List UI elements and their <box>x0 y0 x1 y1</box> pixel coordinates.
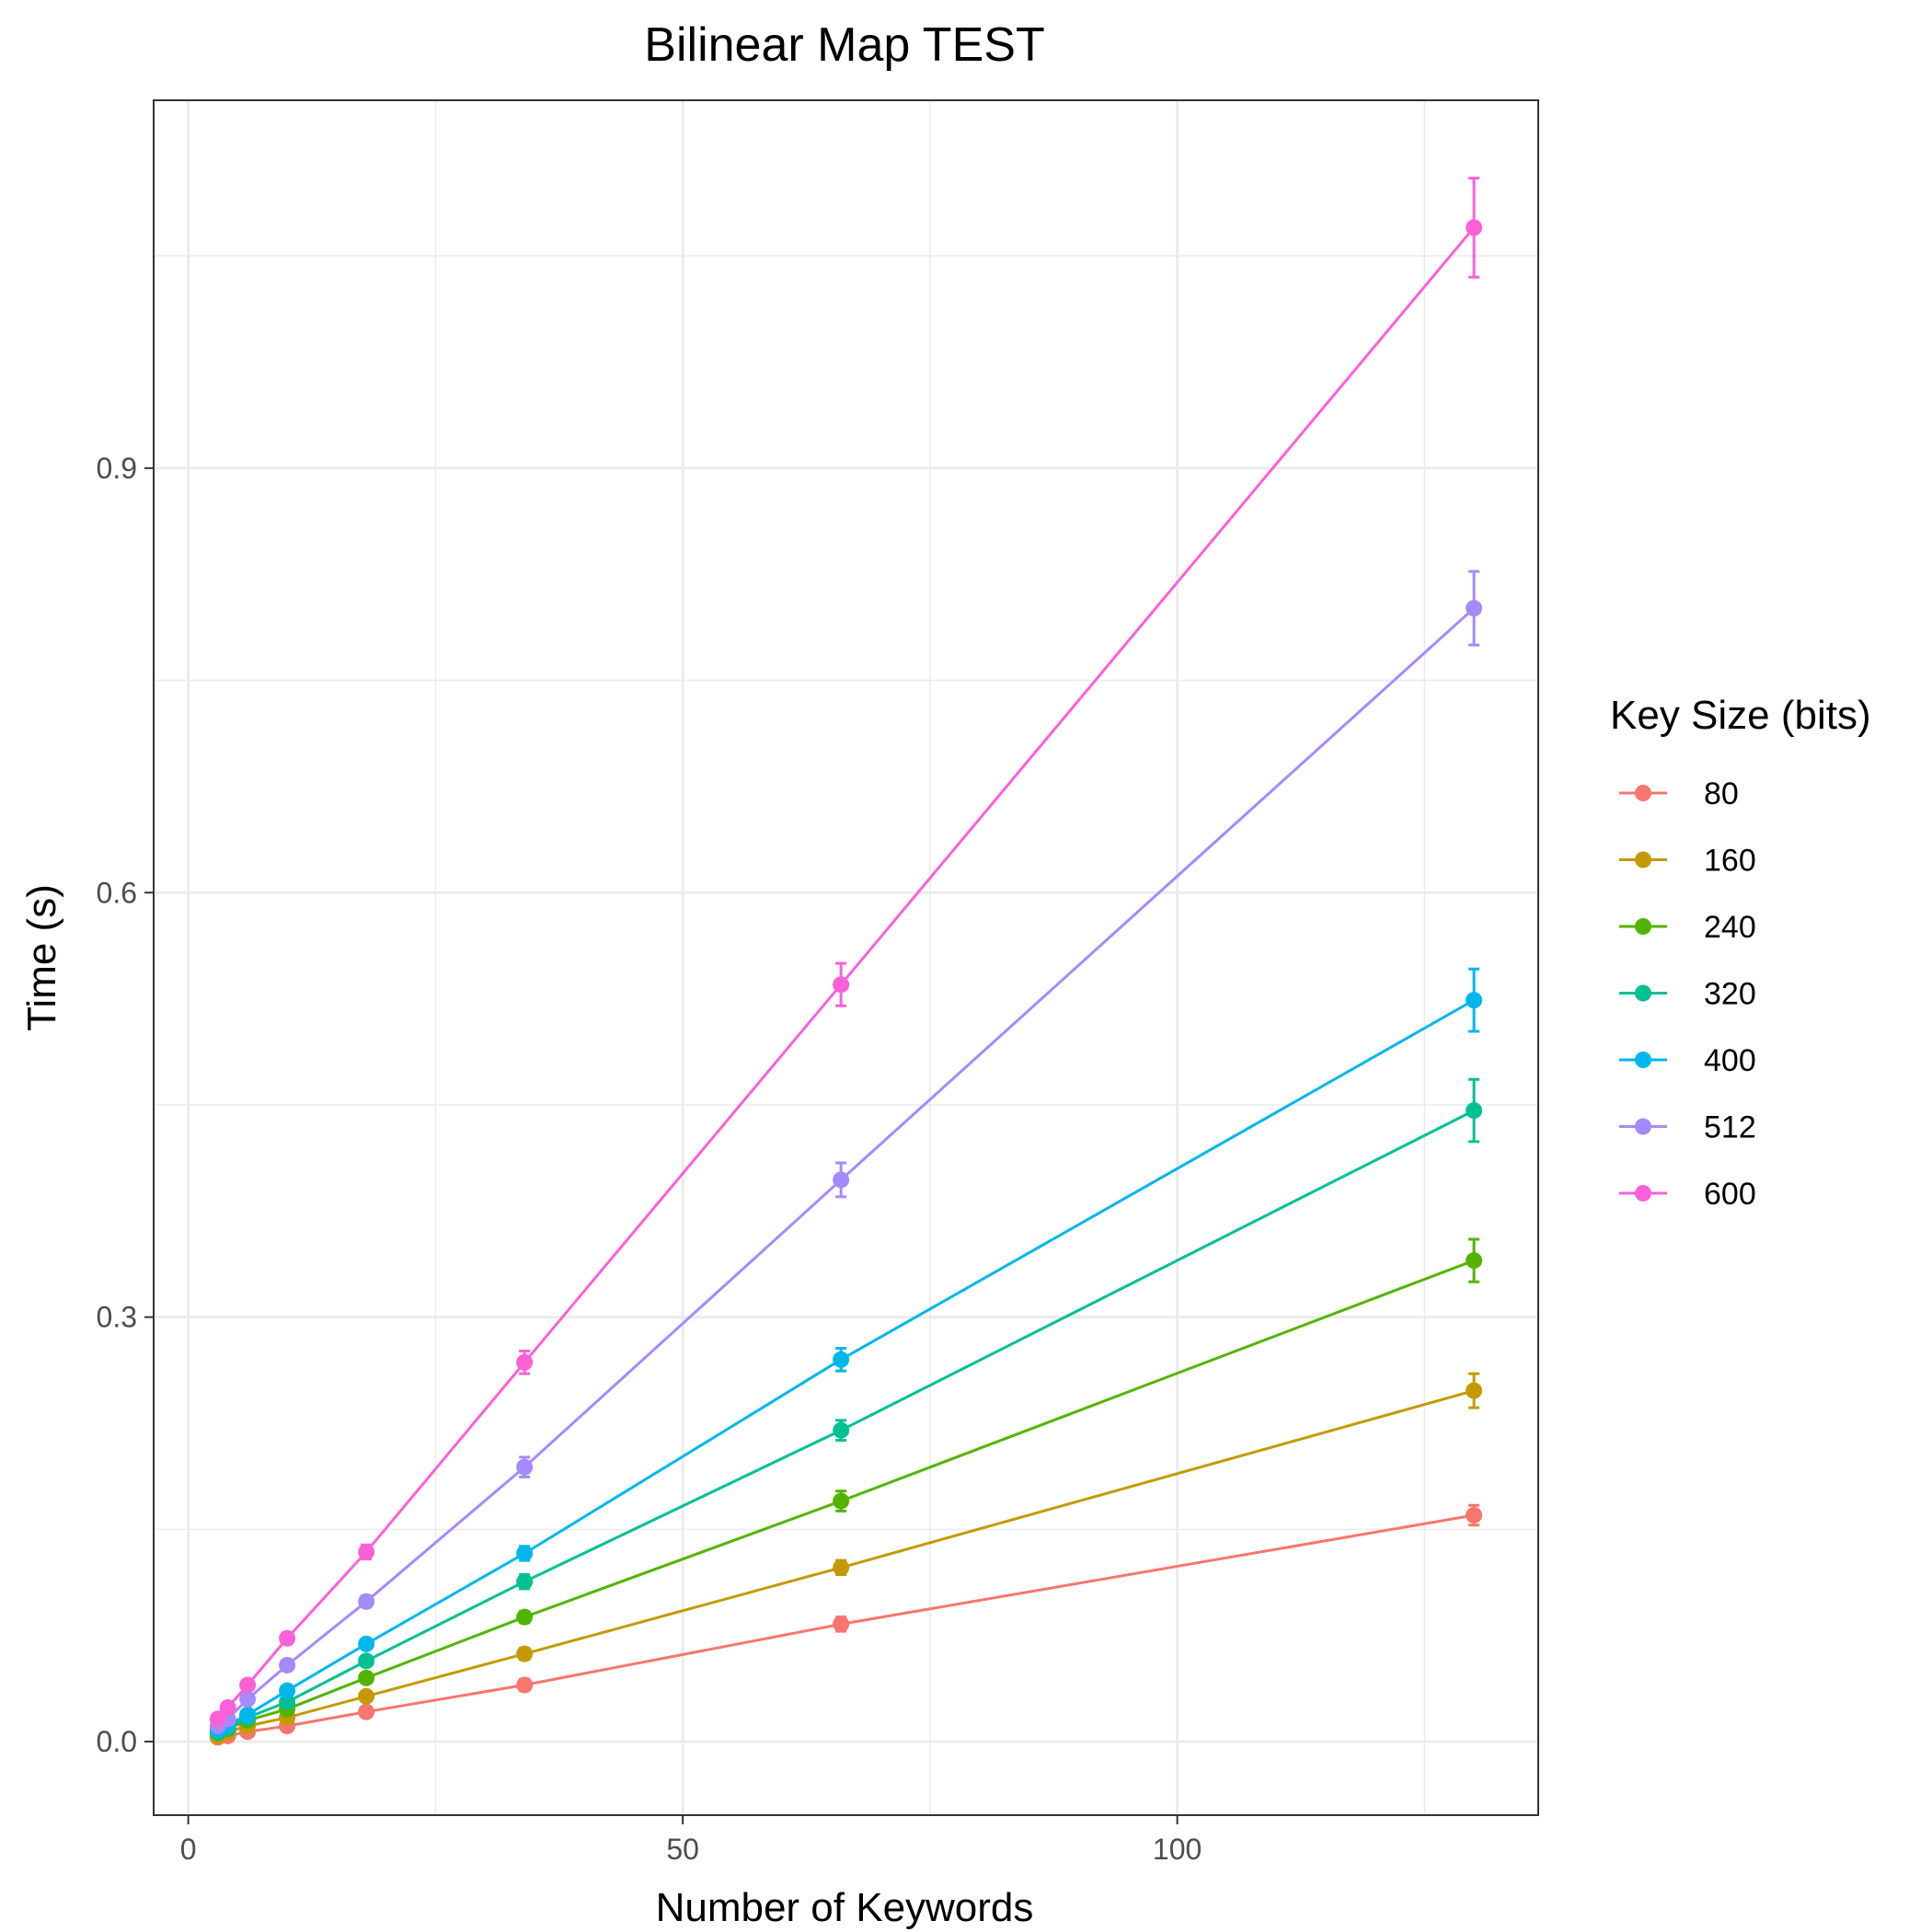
x-tick-label: 50 <box>666 1833 699 1866</box>
legend-label: 240 <box>1704 910 1756 945</box>
data-point <box>219 1699 236 1717</box>
legend-item-80: 80 <box>1619 776 1739 811</box>
data-point <box>1466 600 1483 617</box>
y-axis-title: Time (s) <box>19 884 64 1031</box>
legend-key-point <box>1635 785 1651 801</box>
y-tick-label: 0.9 <box>97 452 137 485</box>
series-layer <box>209 177 1483 1746</box>
data-point <box>279 1656 296 1673</box>
data-point <box>516 1676 534 1694</box>
x-axis: 0 50 100 <box>180 1815 1202 1866</box>
legend-item-160: 160 <box>1619 844 1756 879</box>
legend-key-point <box>1635 1052 1651 1068</box>
data-point <box>1466 1382 1483 1399</box>
legend-key-point <box>1635 851 1651 868</box>
data-point <box>516 1545 534 1562</box>
legend-label: 600 <box>1704 1177 1756 1212</box>
legend-key-point <box>1635 1185 1651 1202</box>
y-tick-label: 0.3 <box>97 1301 137 1334</box>
legend-label: 320 <box>1704 977 1756 1012</box>
data-point <box>1466 219 1483 236</box>
series-600 <box>209 177 1483 1728</box>
data-point <box>358 1652 375 1670</box>
chart-title: Bilinear Map TEST <box>644 18 1044 72</box>
data-point <box>209 1710 226 1728</box>
data-point <box>1466 1506 1483 1524</box>
data-point <box>516 1645 534 1662</box>
data-point <box>239 1706 257 1723</box>
data-point <box>279 1693 296 1710</box>
data-point <box>1466 992 1483 1009</box>
x-tick-label: 0 <box>180 1833 197 1866</box>
legend-item-240: 240 <box>1619 910 1756 945</box>
data-point <box>516 1608 534 1626</box>
legend-item-512: 512 <box>1619 1110 1756 1145</box>
data-point <box>833 1492 850 1510</box>
data-point <box>1466 1252 1483 1270</box>
data-point <box>833 1171 850 1189</box>
grid-minor <box>154 100 1538 1815</box>
legend-label: 400 <box>1704 1043 1756 1078</box>
y-tick-label: 0.6 <box>97 876 137 909</box>
x-axis-title: Number of Keywords <box>656 1885 1034 1930</box>
data-point <box>516 1353 534 1371</box>
legend-key-point <box>1635 1118 1651 1135</box>
data-point <box>833 1616 850 1633</box>
data-point <box>358 1703 375 1720</box>
plot-area <box>153 99 1539 1816</box>
legend-key-point <box>1635 984 1651 1002</box>
plot-panel-border <box>153 99 1539 1816</box>
data-point <box>833 1558 850 1576</box>
data-point <box>358 1635 375 1652</box>
data-point <box>833 1421 850 1439</box>
grid-major <box>154 100 1538 1815</box>
data-point <box>239 1676 257 1694</box>
data-point <box>279 1629 296 1647</box>
y-axis: 0.0 0.3 0.6 0.9 <box>97 452 154 1758</box>
data-point <box>358 1687 375 1705</box>
data-point <box>516 1573 534 1591</box>
y-tick-label: 0.0 <box>97 1725 137 1758</box>
legend-title: Key Size (bits) <box>1610 693 1871 738</box>
legend-label: 80 <box>1704 776 1739 811</box>
legend-item-600: 600 <box>1619 1177 1756 1212</box>
data-point <box>239 1690 257 1708</box>
data-point <box>833 976 850 994</box>
data-point <box>358 1543 375 1560</box>
legend-items: 80 160 240 320 400 512 600 <box>1619 776 1756 1212</box>
legend-label: 160 <box>1704 844 1756 879</box>
data-point <box>1466 1102 1483 1120</box>
data-point <box>516 1458 534 1476</box>
legend-label: 512 <box>1704 1110 1756 1145</box>
legend-item-320: 320 <box>1619 977 1756 1012</box>
data-point <box>279 1682 296 1699</box>
legend-key-point <box>1635 918 1651 935</box>
data-point <box>358 1669 375 1686</box>
series-512 <box>209 569 1483 1735</box>
x-tick-label: 100 <box>1153 1833 1202 1866</box>
legend: Key Size (bits) 80 160 240 320 400 512 600 <box>1610 693 1871 1212</box>
data-point <box>358 1593 375 1610</box>
legend-item-400: 400 <box>1619 1043 1756 1078</box>
data-point <box>833 1351 850 1368</box>
